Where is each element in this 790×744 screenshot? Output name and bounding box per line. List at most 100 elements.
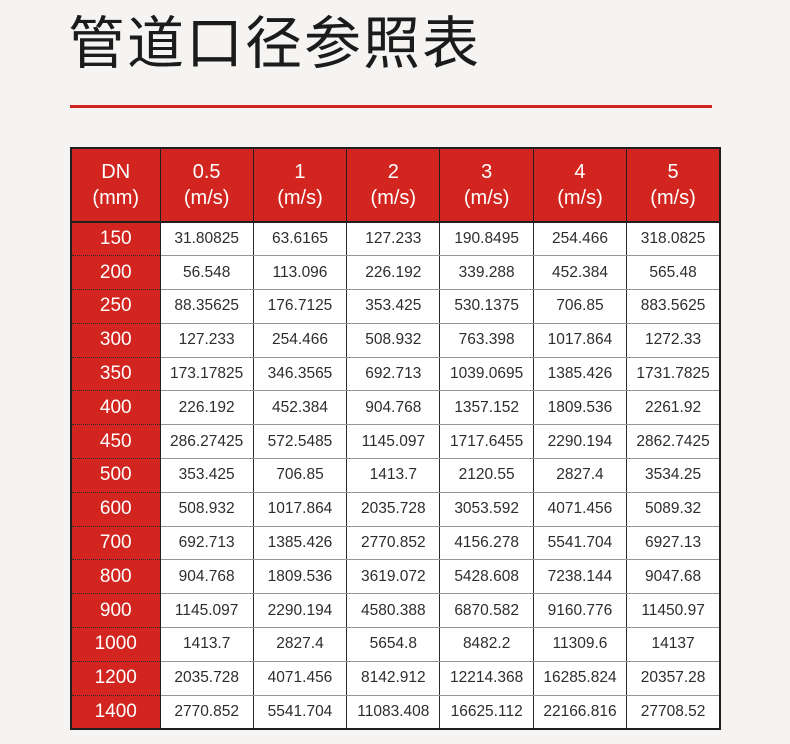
flow-value-cell: 353.425 — [159, 458, 254, 493]
flow-value-cell: 22166.816 — [532, 694, 628, 730]
flow-value-cell: 353.425 — [346, 289, 441, 324]
flow-value-cell: 1385.426 — [252, 525, 348, 561]
flow-value-cell: 2035.728 — [346, 491, 441, 527]
flow-value-cell: 9047.68 — [626, 559, 721, 595]
header-line2: (m/s) — [183, 187, 230, 209]
flow-value-cell: 2290.194 — [252, 593, 348, 629]
flow-value-cell: 6870.582 — [439, 593, 534, 629]
flow-value-cell: 11450.97 — [626, 593, 721, 629]
table-row: 600 508.932 1017.864 2035.728 3053.592 4071.4… — [71, 491, 721, 527]
flow-value-cell: 565.48 — [626, 255, 721, 291]
header-line2: (m/s) — [370, 187, 417, 209]
row-header-dn: 1200 — [71, 660, 161, 696]
title-underline — [70, 105, 712, 108]
flow-value-cell: 1809.536 — [532, 390, 628, 426]
flow-value-cell: 2120.55 — [439, 458, 534, 493]
row-header-dn: 350 — [71, 356, 161, 392]
flow-value-cell: 508.932 — [346, 322, 441, 358]
flow-value-cell: 692.713 — [346, 356, 441, 392]
page-title: 管道口径参照表 — [68, 12, 481, 76]
flow-value-cell: 5089.32 — [626, 491, 721, 527]
header-line2: (m/s) — [463, 187, 510, 209]
flow-value-cell: 6927.13 — [626, 525, 721, 561]
flow-value-cell: 339.288 — [439, 255, 534, 291]
flow-value-cell: 14137 — [626, 627, 721, 662]
flow-value-cell: 904.768 — [346, 390, 441, 426]
header-line1: 4 — [574, 161, 586, 183]
flow-value-cell: 226.192 — [346, 255, 441, 291]
flow-value-cell: 1039.0695 — [439, 356, 534, 392]
flow-value-cell: 4071.456 — [252, 660, 348, 696]
flow-value-cell: 2827.4 — [532, 458, 628, 493]
table-row: 1000 1413.7 2827.4 5654.8 8482.2 11309.6 14137 — [71, 627, 721, 662]
flow-value-cell: 190.8495 — [439, 221, 534, 257]
table-row: 450 286.27425 572.5485 1145.097 1717.6455 229… — [71, 424, 721, 460]
pipe-diameter-reference-table: DN (mm) 0.5 (m/s) 1 (m/s) 2 (m/s) 3 (m/s… — [70, 147, 721, 730]
flow-value-cell: 2770.852 — [346, 525, 441, 561]
flow-value-cell: 5541.704 — [532, 525, 628, 561]
flow-value-cell: 8482.2 — [439, 627, 534, 662]
row-header-dn: 200 — [71, 255, 161, 291]
flow-value-cell: 286.27425 — [159, 424, 254, 460]
flow-value-cell: 8142.912 — [346, 660, 441, 696]
row-header-dn: 250 — [71, 289, 161, 324]
flow-value-cell: 1017.864 — [252, 491, 348, 527]
table-row: 1200 2035.728 4071.456 8142.912 12214.368 162… — [71, 660, 721, 696]
flow-value-cell: 692.713 — [159, 525, 254, 561]
flow-value-cell: 2827.4 — [252, 627, 348, 662]
flow-value-cell: 763.398 — [439, 322, 534, 358]
table-row: 700 692.713 1385.426 2770.852 4156.278 5541.7… — [71, 525, 721, 561]
flow-value-cell: 2035.728 — [159, 660, 254, 696]
header-line1: 3 — [481, 161, 493, 183]
flow-value-cell: 63.6165 — [252, 221, 348, 257]
flow-value-cell: 1357.152 — [439, 390, 534, 426]
header-cell-v1: 1 (m/s) — [252, 147, 348, 223]
flow-value-cell: 2261.92 — [626, 390, 721, 426]
row-header-dn: 400 — [71, 390, 161, 426]
flow-value-cell: 16625.112 — [439, 694, 534, 730]
row-header-dn: 300 — [71, 322, 161, 358]
table-row: 200 56.548 113.096 226.192 339.288 452.384 565… — [71, 255, 721, 291]
flow-value-cell: 3534.25 — [626, 458, 721, 493]
flow-value-cell: 12214.368 — [439, 660, 534, 696]
flow-value-cell: 452.384 — [252, 390, 348, 426]
flow-value-cell: 508.932 — [159, 491, 254, 527]
row-header-dn: 600 — [71, 491, 161, 527]
flow-value-cell: 127.233 — [159, 322, 254, 358]
flow-value-cell: 20357.28 — [626, 660, 721, 696]
header-line1: DN — [101, 161, 131, 183]
flow-value-cell: 3053.592 — [439, 491, 534, 527]
flow-value-cell: 530.1375 — [439, 289, 534, 324]
flow-value-cell: 1809.536 — [252, 559, 348, 595]
flow-value-cell: 706.85 — [532, 289, 628, 324]
flow-value-cell: 254.466 — [252, 322, 348, 358]
header-cell-dn: DN (mm) — [70, 147, 161, 223]
table-row: 250 88.35625 176.7125 353.425 530.1375 706.85… — [71, 289, 721, 324]
table-row: 800 904.768 1809.536 3619.072 5428.608 7238.1… — [71, 559, 721, 595]
header-cell-v4: 4 (m/s) — [532, 147, 628, 223]
header-line1: 1 — [294, 161, 306, 183]
header-line1: 0.5 — [192, 161, 221, 183]
flow-value-cell: 1017.864 — [532, 322, 628, 358]
flow-value-cell: 27708.52 — [626, 694, 721, 730]
flow-value-cell: 176.7125 — [252, 289, 348, 324]
table-row: 400 226.192 452.384 904.768 1357.152 1809.536… — [71, 390, 721, 426]
flow-value-cell: 572.5485 — [252, 424, 348, 460]
table-row: 1400 2770.852 5541.704 11083.408 16625.112 22… — [71, 694, 721, 730]
flow-value-cell: 1731.7825 — [626, 356, 721, 392]
flow-value-cell: 16285.824 — [532, 660, 628, 696]
flow-value-cell: 1413.7 — [346, 458, 441, 493]
header-line2: (mm) — [92, 187, 140, 209]
flow-value-cell: 1272.33 — [626, 322, 721, 358]
header-line1: 5 — [667, 161, 679, 183]
flow-value-cell: 452.384 — [532, 255, 628, 291]
table-row: 350 173.17825 346.3565 692.713 1039.0695 1385… — [71, 356, 721, 392]
flow-value-cell: 11083.408 — [346, 694, 441, 730]
table-header-row: DN (mm) 0.5 (m/s) 1 (m/s) 2 (m/s) 3 (m/s… — [70, 147, 721, 223]
flow-value-cell: 346.3565 — [252, 356, 348, 392]
table-body: 150 31.80825 63.6165 127.233 190.8495 254.466… — [71, 221, 721, 730]
flow-value-cell: 2290.194 — [532, 424, 628, 460]
flow-value-cell: 2770.852 — [159, 694, 254, 730]
flow-value-cell: 1145.097 — [159, 593, 254, 629]
table-row: 150 31.80825 63.6165 127.233 190.8495 254.466… — [71, 221, 721, 257]
